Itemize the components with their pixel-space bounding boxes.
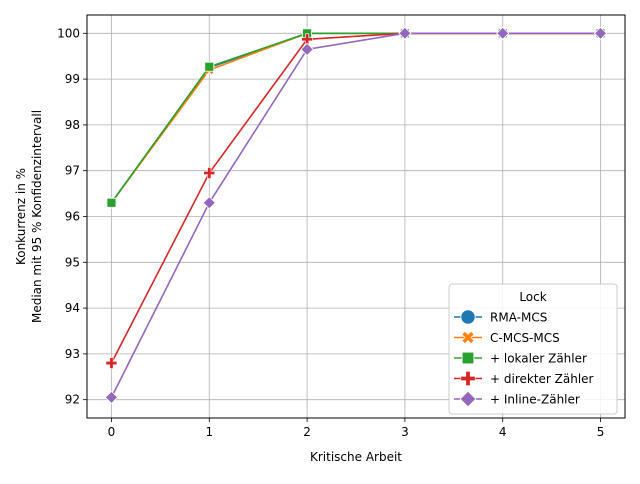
data-point xyxy=(106,197,117,208)
y-tick-label: 99 xyxy=(65,72,80,86)
x-tick-label: 3 xyxy=(401,425,409,439)
legend-box xyxy=(448,283,618,415)
legend-items: RMA-MCS C-MCS-MCS + lokaler Zähler + direkt… xyxy=(454,309,594,408)
data-point xyxy=(104,390,119,404)
x-tick-label: 0 xyxy=(108,425,116,439)
series-line xyxy=(110,32,601,204)
series xyxy=(106,28,606,208)
legend-item: + Inline-Zähler xyxy=(454,390,580,408)
series xyxy=(106,28,606,208)
legend-item: RMA-MCS xyxy=(454,309,547,325)
x-tick-label: 1 xyxy=(205,425,213,439)
y-tick-label: 98 xyxy=(65,118,80,132)
x-tick-label: 5 xyxy=(597,425,605,439)
y-tick-label: 96 xyxy=(65,210,80,224)
data-point xyxy=(496,26,510,40)
series-line xyxy=(110,32,601,204)
y-tick-label: 94 xyxy=(65,301,80,315)
data-point xyxy=(398,26,412,40)
series xyxy=(105,27,607,209)
x-tick-label: 4 xyxy=(499,425,507,439)
legend-label: + Inline-Zähler xyxy=(490,393,580,407)
legend-item: + lokaler Zähler xyxy=(454,352,587,366)
data-point xyxy=(593,26,608,40)
series-line xyxy=(110,32,601,398)
legend-marker xyxy=(459,390,477,408)
ticks: 0 1 2 3 4 5 92 93 94 95 96 97 98 99 100 xyxy=(57,26,604,439)
y-axis-label-line-1: Konkurrenz in % xyxy=(14,168,28,265)
data-point xyxy=(204,61,215,72)
data-point xyxy=(203,167,216,179)
series xyxy=(104,26,608,404)
legend-marker xyxy=(460,309,476,325)
legend-title: Lock xyxy=(519,290,546,304)
data-point xyxy=(105,357,118,369)
y-tick-label: 92 xyxy=(65,393,80,407)
legend-label: C-MCS-MCS xyxy=(490,331,560,345)
data-point xyxy=(300,42,314,56)
series-line xyxy=(110,32,601,204)
x-tick-label: 2 xyxy=(303,425,311,439)
y-tick-label: 93 xyxy=(65,347,80,361)
legend-item: + direkter Zähler xyxy=(454,371,594,386)
y-tick-label: 95 xyxy=(65,255,80,269)
x-axis-label: Kritische Arbeit xyxy=(310,450,402,464)
grid xyxy=(87,15,625,418)
legend: Lock RMA-MCS C-MCS-MCS + lokaler Zähler + d… xyxy=(448,283,618,415)
data-point xyxy=(202,196,216,210)
legend-marker xyxy=(460,371,476,386)
legend-label: RMA-MCS xyxy=(490,311,547,325)
y-tick-label: 97 xyxy=(65,164,80,178)
legend-item: C-MCS-MCS xyxy=(454,331,560,345)
legend-label: + direkter Zähler xyxy=(490,372,594,386)
y-axis-label-line-2: Median mit 95 % Konfidenzintervall xyxy=(30,110,44,323)
series-layer xyxy=(104,26,608,404)
legend-label: + lokaler Zähler xyxy=(490,352,587,366)
y-tick-label: 100 xyxy=(57,26,80,40)
legend-marker xyxy=(461,331,475,344)
legend-marker xyxy=(461,351,475,365)
